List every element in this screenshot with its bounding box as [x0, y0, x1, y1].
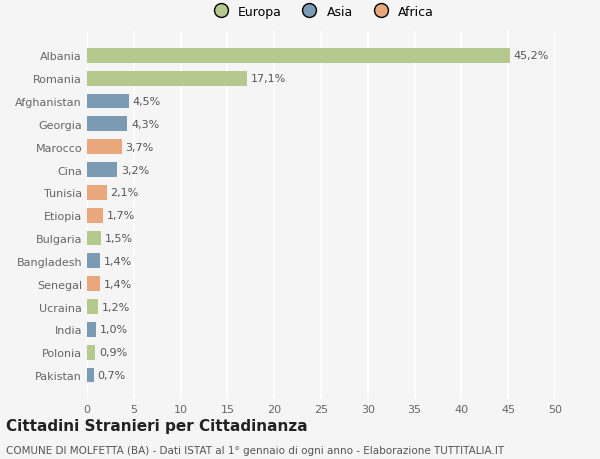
Bar [87, 208, 103, 223]
Text: 17,1%: 17,1% [251, 74, 286, 84]
Text: 1,2%: 1,2% [102, 302, 130, 312]
Bar [87, 322, 97, 337]
Bar [87, 277, 100, 291]
Bar [87, 49, 510, 64]
Bar [87, 254, 100, 269]
Text: 0,9%: 0,9% [99, 347, 127, 358]
Bar [87, 95, 129, 109]
Text: 2,1%: 2,1% [110, 188, 139, 198]
Text: 3,2%: 3,2% [121, 165, 149, 175]
Text: 1,5%: 1,5% [105, 234, 133, 244]
Text: COMUNE DI MOLFETTA (BA) - Dati ISTAT al 1° gennaio di ogni anno - Elaborazione T: COMUNE DI MOLFETTA (BA) - Dati ISTAT al … [6, 445, 504, 455]
Bar [87, 72, 247, 86]
Bar [87, 163, 117, 178]
Text: 1,4%: 1,4% [104, 279, 132, 289]
Bar [87, 140, 122, 155]
Bar [87, 368, 94, 383]
Bar [87, 345, 95, 360]
Bar [87, 185, 107, 200]
Text: 3,7%: 3,7% [125, 142, 154, 152]
Text: 4,5%: 4,5% [133, 97, 161, 107]
Text: 0,7%: 0,7% [97, 370, 125, 380]
Bar [87, 231, 101, 246]
Text: 1,7%: 1,7% [107, 211, 135, 221]
Text: 1,4%: 1,4% [104, 256, 132, 266]
Bar [87, 299, 98, 314]
Text: 1,0%: 1,0% [100, 325, 128, 335]
Legend: Europa, Asia, Africa: Europa, Asia, Africa [204, 2, 438, 22]
Text: 45,2%: 45,2% [514, 51, 549, 61]
Text: Cittadini Stranieri per Cittadinanza: Cittadini Stranieri per Cittadinanza [6, 418, 308, 433]
Text: 4,3%: 4,3% [131, 120, 159, 129]
Bar [87, 117, 127, 132]
